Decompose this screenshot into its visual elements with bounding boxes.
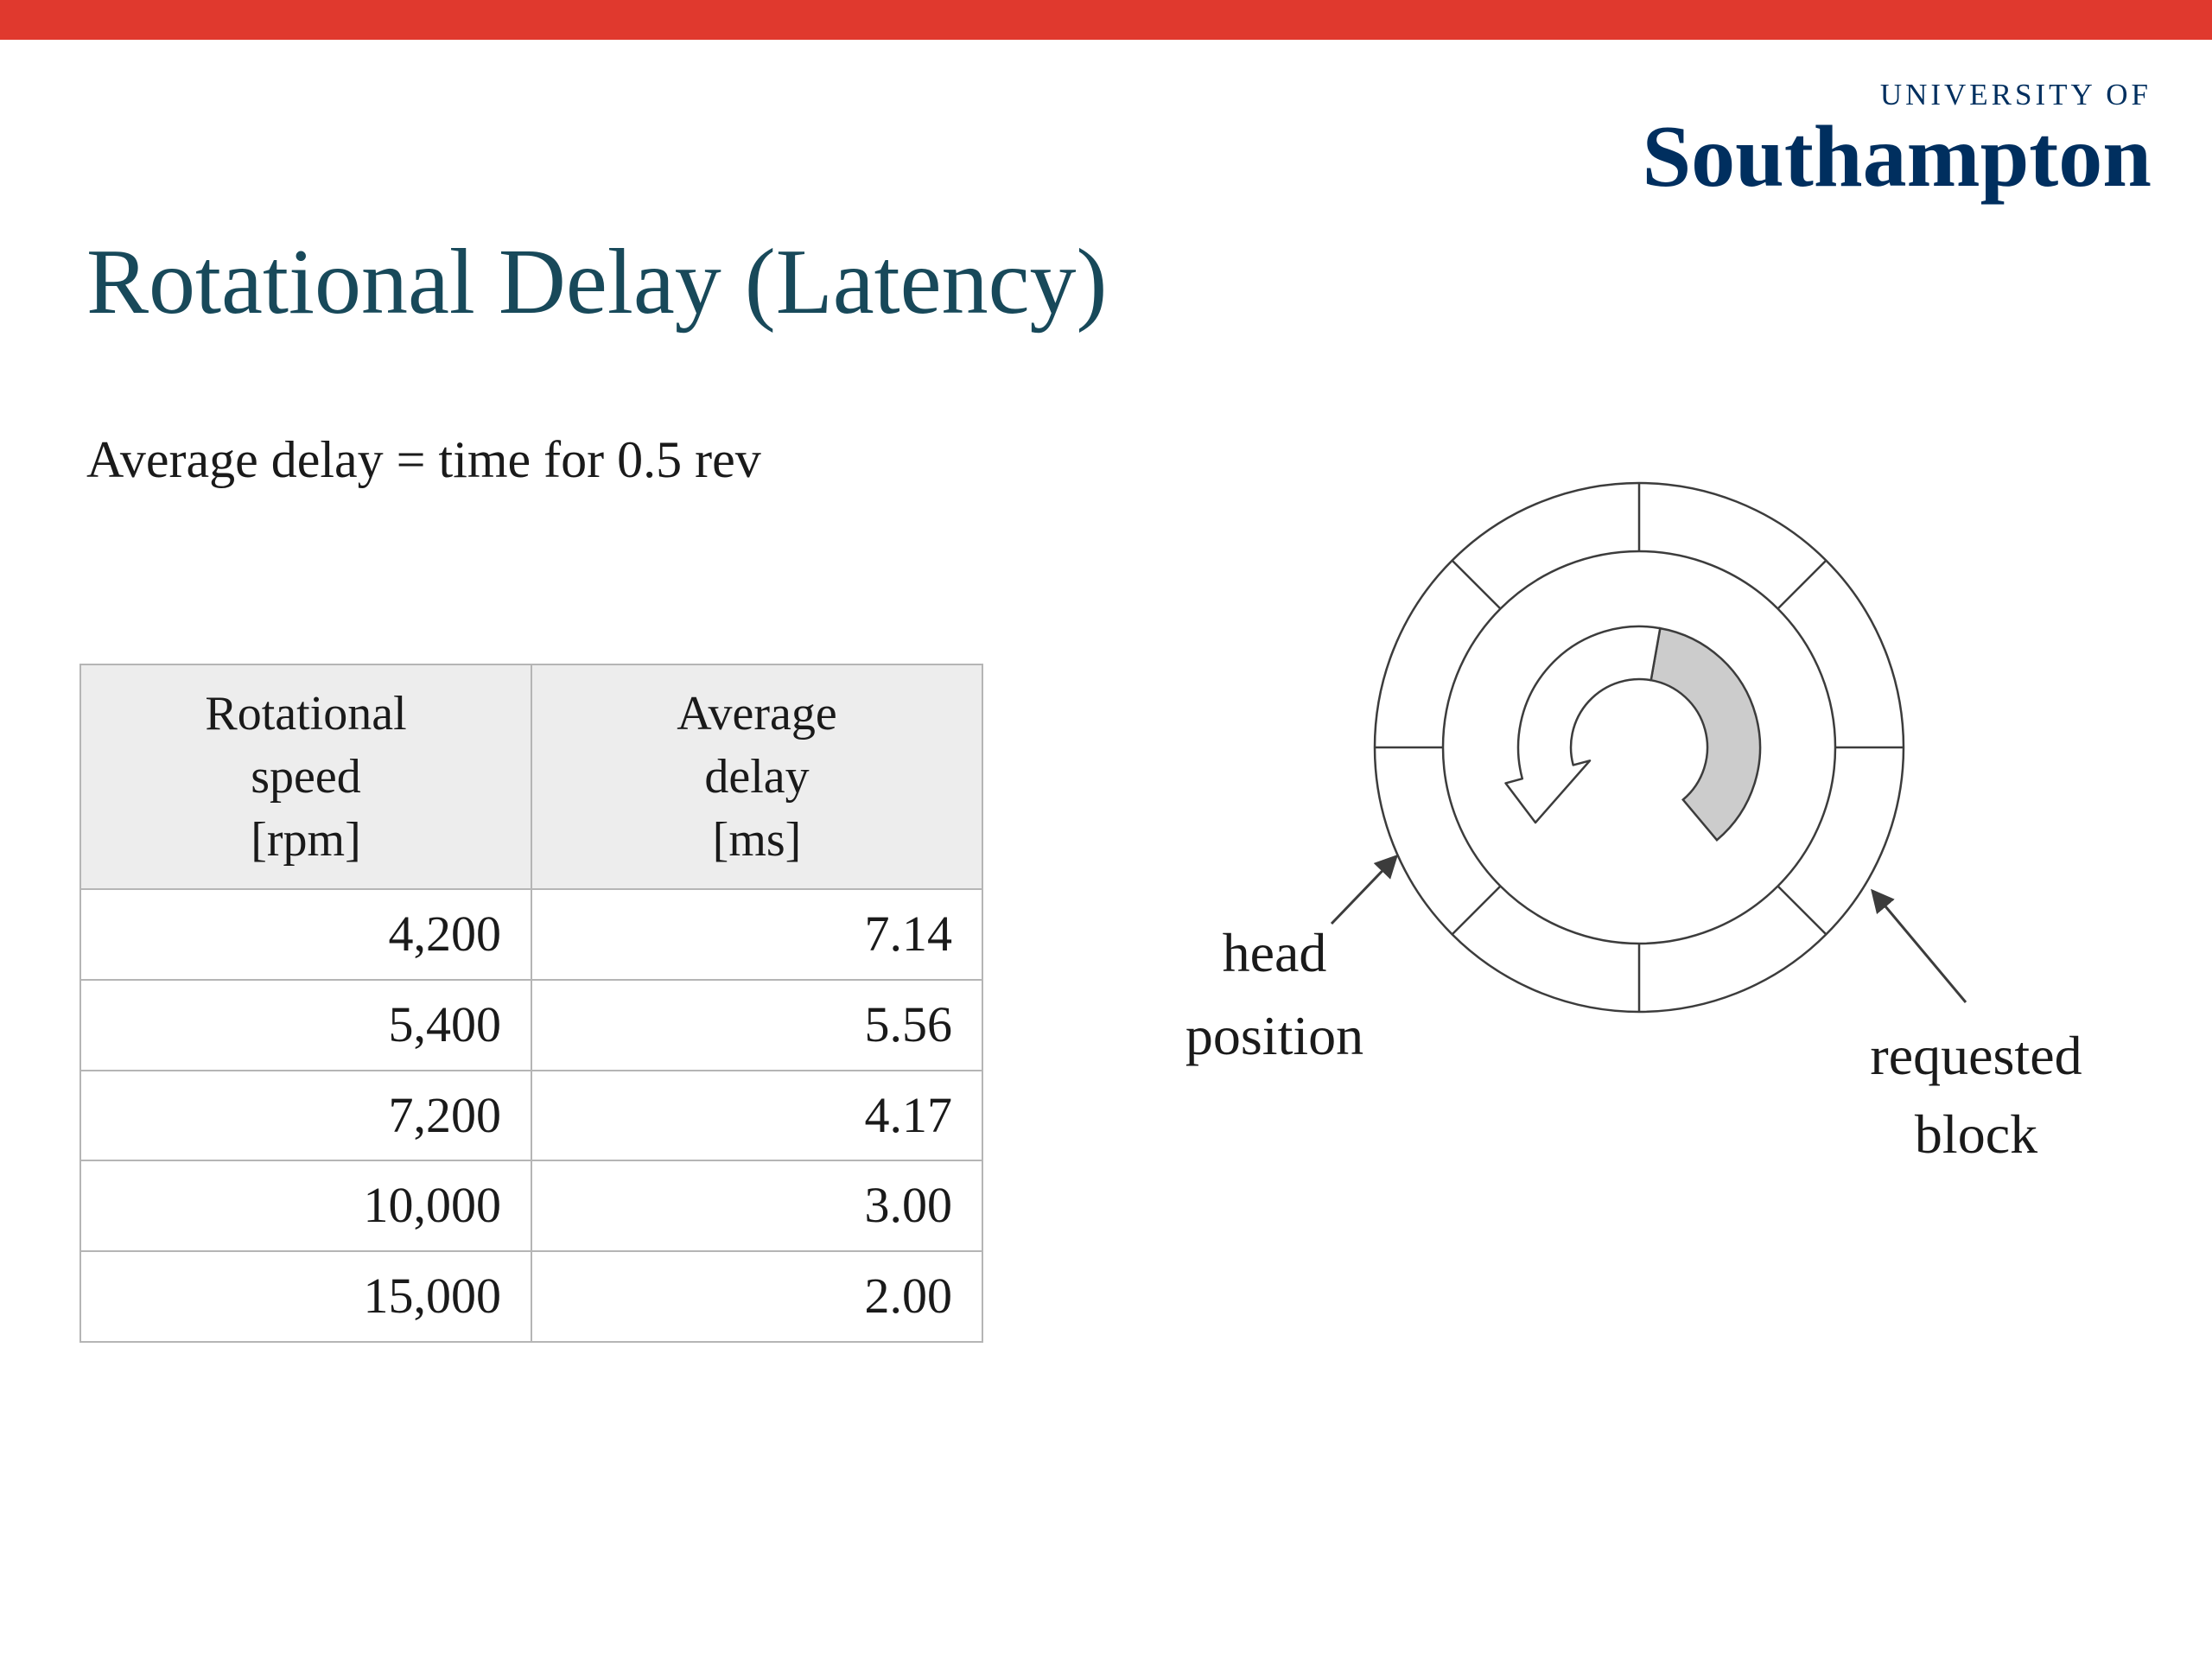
table-header-rotational-speed: Rotational speed [rpm] [79, 663, 532, 891]
university-logo: UNIVERSITY OF Southampton [1642, 79, 2152, 201]
speed-cell: 15,000 [79, 1250, 532, 1343]
requested-block-label-line2: block [1915, 1103, 2037, 1165]
slide-title: Rotational Delay (Latency) [86, 231, 1108, 334]
header-line: delay [704, 749, 810, 804]
delay-cell: 4.17 [531, 1069, 983, 1162]
header-line: [ms] [712, 812, 802, 867]
delay-cell: 5.56 [531, 979, 983, 1071]
table-row: 15,000 2.00 [79, 1250, 983, 1343]
table-row: 7,200 4.17 [79, 1069, 983, 1162]
table-header-average-delay: Average delay [ms] [531, 663, 983, 891]
speed-cell: 5,400 [79, 979, 532, 1071]
delay-cell: 3.00 [531, 1160, 983, 1253]
disk-diagram: head position requested block [1185, 481, 2082, 1165]
subtitle: Average delay = time for 0.5 rev [86, 431, 761, 488]
latency-table: Rotational speed [rpm] Average delay [ms… [79, 663, 983, 1343]
rotation-arrow-shaded-segment [1649, 626, 1762, 842]
header-line: [rpm] [251, 812, 361, 867]
header-line: speed [251, 749, 361, 804]
head-position-label-line2: position [1185, 1005, 1363, 1066]
table-row: 5,400 5.56 [79, 979, 983, 1071]
table-row: 4,200 7.14 [79, 888, 983, 982]
header-line: Rotational [205, 687, 407, 741]
head-position-arrow [1330, 854, 1399, 925]
sector-divider-lines [1375, 483, 1904, 1012]
top-accent-bar [0, 0, 2212, 40]
logo-southampton: Southampton [1642, 108, 2152, 206]
logo-university-of: UNIVERSITY OF [1879, 78, 2152, 111]
table-header-row: Rotational speed [rpm] Average delay [ms… [79, 663, 983, 891]
speed-cell: 10,000 [79, 1160, 532, 1253]
requested-block-arrow [1871, 888, 1967, 1003]
table-row: 10,000 3.00 [79, 1160, 983, 1253]
delay-cell: 2.00 [531, 1250, 983, 1343]
header-line: Average [677, 687, 837, 741]
requested-block-label-line1: requested [1870, 1025, 2082, 1086]
speed-cell: 4,200 [79, 888, 532, 982]
speed-cell: 7,200 [79, 1069, 532, 1162]
rotation-arrow [1504, 625, 1662, 824]
head-position-label-line1: head [1223, 922, 1327, 983]
disk-inner-circle [1441, 550, 1837, 945]
delay-cell: 7.14 [531, 888, 983, 982]
